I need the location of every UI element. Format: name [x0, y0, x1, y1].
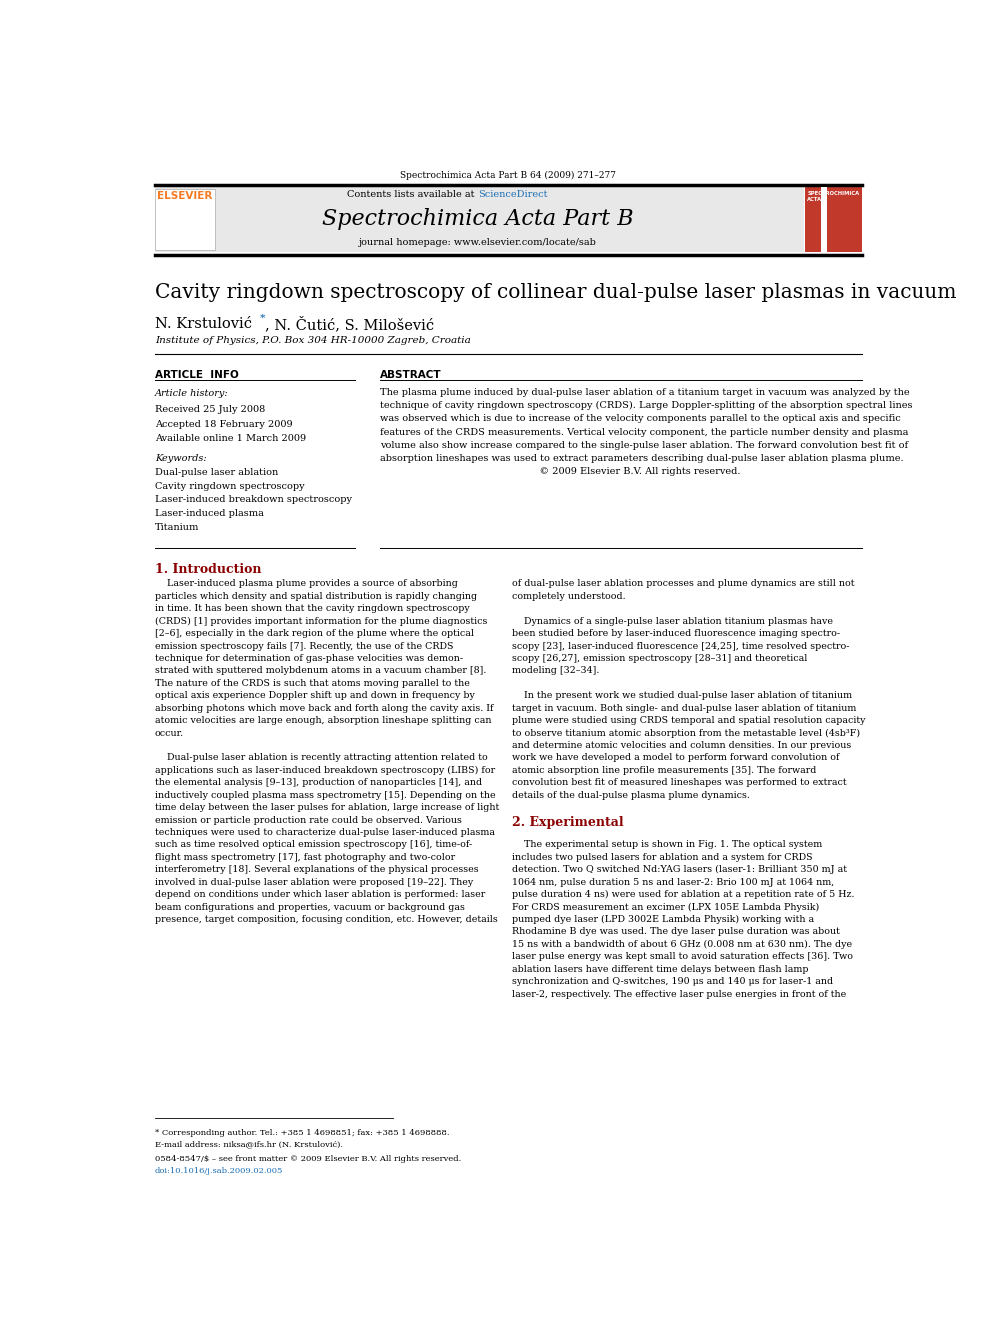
Text: optical axis experience Doppler shift up and down in frequency by: optical axis experience Doppler shift up…: [155, 692, 474, 700]
Text: scopy [23], laser-induced fluorescence [24,25], time resolved spectro-: scopy [23], laser-induced fluorescence […: [512, 642, 850, 651]
Text: technique of cavity ringdown spectroscopy (CRDS). Large Doppler-splitting of the: technique of cavity ringdown spectroscop…: [380, 401, 913, 410]
Text: Cavity ringdown spectroscopy: Cavity ringdown spectroscopy: [155, 482, 305, 491]
Text: flight mass spectrometry [17], fast photography and two-color: flight mass spectrometry [17], fast phot…: [155, 853, 455, 861]
Text: Received 25 July 2008: Received 25 July 2008: [155, 405, 265, 414]
Text: synchronization and Q-switches, 190 μs and 140 μs for laser-1 and: synchronization and Q-switches, 190 μs a…: [512, 978, 833, 986]
Bar: [155, 189, 214, 250]
Text: Article history:: Article history:: [155, 389, 228, 398]
Text: ScienceDirect: ScienceDirect: [478, 191, 548, 200]
Bar: [155, 188, 805, 253]
Text: beam configurations and properties, vacuum or background gas: beam configurations and properties, vacu…: [155, 902, 464, 912]
Text: and determine atomic velocities and column densities. In our previous: and determine atomic velocities and colu…: [512, 741, 851, 750]
Text: The plasma plume induced by dual-pulse laser ablation of a titanium target in va: The plasma plume induced by dual-pulse l…: [380, 388, 910, 397]
Text: laser-2, respectively. The effective laser pulse energies in front of the: laser-2, respectively. The effective las…: [512, 990, 846, 999]
Text: © 2009 Elsevier B.V. All rights reserved.: © 2009 Elsevier B.V. All rights reserved…: [380, 467, 740, 476]
Text: Spectrochimica Acta Part B: Spectrochimica Acta Part B: [321, 208, 634, 230]
Text: the elemental analysis [9–13], production of nanoparticles [14], and: the elemental analysis [9–13], productio…: [155, 778, 482, 787]
Text: Laser-induced plasma plume provides a source of absorbing: Laser-induced plasma plume provides a so…: [155, 579, 457, 589]
Text: inductively coupled plasma mass spectrometry [15]. Depending on the: inductively coupled plasma mass spectrom…: [155, 791, 495, 800]
Text: completely understood.: completely understood.: [512, 591, 626, 601]
Text: 15 ns with a bandwidth of about 6 GHz (0.008 nm at 630 nm). The dye: 15 ns with a bandwidth of about 6 GHz (0…: [512, 939, 852, 949]
Text: such as time resolved optical emission spectroscopy [16], time-of-: such as time resolved optical emission s…: [155, 840, 472, 849]
Text: in time. It has been shown that the cavity ringdown spectroscopy: in time. It has been shown that the cavi…: [155, 605, 469, 614]
Text: plume were studied using CRDS temporal and spatial resolution capacity: plume were studied using CRDS temporal a…: [512, 716, 866, 725]
Text: 1. Introduction: 1. Introduction: [155, 564, 261, 577]
Text: atomic absorption line profile measurements [35]. The forward: atomic absorption line profile measureme…: [512, 766, 816, 775]
Text: *: *: [259, 314, 265, 323]
Text: Rhodamine B dye was used. The dye laser pulse duration was about: Rhodamine B dye was used. The dye laser …: [512, 927, 840, 937]
Text: scopy [26,27], emission spectroscopy [28–31] and theoretical: scopy [26,27], emission spectroscopy [28…: [512, 654, 807, 663]
Text: occur.: occur.: [155, 729, 184, 738]
Text: Dual-pulse laser ablation: Dual-pulse laser ablation: [155, 468, 278, 476]
Text: been studied before by laser-induced fluorescence imaging spectro-: been studied before by laser-induced flu…: [512, 630, 840, 638]
Text: work we have developed a model to perform forward convolution of: work we have developed a model to perfor…: [512, 754, 840, 762]
Text: ABSTRACT: ABSTRACT: [380, 369, 441, 380]
Text: details of the dual-pulse plasma plume dynamics.: details of the dual-pulse plasma plume d…: [512, 791, 750, 800]
Text: of dual-pulse laser ablation processes and plume dynamics are still not: of dual-pulse laser ablation processes a…: [512, 579, 855, 589]
Text: depend on conditions under which laser ablation is performed: laser: depend on conditions under which laser a…: [155, 890, 485, 900]
Text: 0584-8547/$ – see front matter © 2009 Elsevier B.V. All rights reserved.: 0584-8547/$ – see front matter © 2009 El…: [155, 1155, 461, 1163]
Text: Laser-induced breakdown spectroscopy: Laser-induced breakdown spectroscopy: [155, 495, 352, 504]
Text: emission spectroscopy fails [7]. Recently, the use of the CRDS: emission spectroscopy fails [7]. Recentl…: [155, 642, 453, 651]
Text: absorption lineshapes was used to extract parameters describing dual-pulse laser: absorption lineshapes was used to extrac…: [380, 454, 904, 463]
Text: In the present work we studied dual-pulse laser ablation of titanium: In the present work we studied dual-puls…: [512, 692, 852, 700]
Text: convolution best fit of measured lineshapes was performed to extract: convolution best fit of measured linesha…: [512, 778, 847, 787]
Text: presence, target composition, focusing condition, etc. However, details: presence, target composition, focusing c…: [155, 916, 498, 923]
Text: E-mail address: niksa@ifs.hr (N. Krstulović).: E-mail address: niksa@ifs.hr (N. Krstulo…: [155, 1140, 343, 1148]
Text: emission or particle production rate could be observed. Various: emission or particle production rate cou…: [155, 815, 461, 824]
Text: Available online 1 March 2009: Available online 1 March 2009: [155, 434, 306, 443]
Text: to observe titanium atomic absorption from the metastable level (4sb³F): to observe titanium atomic absorption fr…: [512, 729, 860, 738]
Text: [2–6], especially in the dark region of the plume where the optical: [2–6], especially in the dark region of …: [155, 630, 474, 638]
Text: time delay between the laser pulses for ablation, large increase of light: time delay between the laser pulses for …: [155, 803, 499, 812]
Text: technique for determination of gas-phase velocities was demon-: technique for determination of gas-phase…: [155, 654, 463, 663]
Text: N. Krstulović: N. Krstulović: [155, 316, 256, 331]
Text: ablation lasers have different time delays between flash lamp: ablation lasers have different time dela…: [512, 964, 808, 974]
Text: doi:10.1016/j.sab.2009.02.005: doi:10.1016/j.sab.2009.02.005: [155, 1167, 283, 1175]
Text: Spectrochimica Acta Part B 64 (2009) 271–277: Spectrochimica Acta Part B 64 (2009) 271…: [401, 171, 616, 180]
Text: 1064 nm, pulse duration 5 ns and laser-2: Brio 100 mJ at 1064 nm,: 1064 nm, pulse duration 5 ns and laser-2…: [512, 877, 834, 886]
Text: Keywords:: Keywords:: [155, 454, 206, 463]
Text: applications such as laser-induced breakdown spectroscopy (LIBS) for: applications such as laser-induced break…: [155, 766, 495, 775]
Text: The nature of the CRDS is such that atoms moving parallel to the: The nature of the CRDS is such that atom…: [155, 679, 469, 688]
Text: Dynamics of a single-pulse laser ablation titanium plasmas have: Dynamics of a single-pulse laser ablatio…: [512, 617, 833, 626]
Text: For CRDS measurement an excimer (LPX 105E Lambda Physik): For CRDS measurement an excimer (LPX 105…: [512, 902, 819, 912]
Text: was observed which is due to increase of the velocity components parallel to the: was observed which is due to increase of…: [380, 414, 901, 423]
Text: The experimental setup is shown in Fig. 1. The optical system: The experimental setup is shown in Fig. …: [512, 840, 822, 849]
Text: detection. Two Q switched Nd:YAG lasers (laser-1: Brilliant 350 mJ at: detection. Two Q switched Nd:YAG lasers …: [512, 865, 847, 875]
Text: journal homepage: www.elsevier.com/locate/sab: journal homepage: www.elsevier.com/locat…: [359, 238, 596, 247]
Text: Titanium: Titanium: [155, 523, 199, 532]
Text: 2. Experimental: 2. Experimental: [512, 815, 624, 828]
Text: laser pulse energy was kept small to avoid saturation effects [36]. Two: laser pulse energy was kept small to avo…: [512, 953, 853, 962]
Text: Dual-pulse laser ablation is recently attracting attention related to: Dual-pulse laser ablation is recently at…: [155, 754, 487, 762]
Text: Contents lists available at: Contents lists available at: [347, 191, 478, 200]
Text: features of the CRDS measurements. Vertical velocity component, the particle num: features of the CRDS measurements. Verti…: [380, 427, 909, 437]
Text: pulse duration 4 ns) were used for ablation at a repetition rate of 5 Hz.: pulse duration 4 ns) were used for ablat…: [512, 890, 855, 900]
Text: SPECTROCHIMICA
ACTA: SPECTROCHIMICA ACTA: [807, 192, 860, 202]
Text: modeling [32–34].: modeling [32–34].: [512, 667, 599, 676]
Bar: [806, 188, 862, 253]
Text: pumped dye laser (LPD 3002E Lambda Physik) working with a: pumped dye laser (LPD 3002E Lambda Physi…: [512, 916, 814, 925]
Text: , N. Čutić, S. Milošević: , N. Čutić, S. Milošević: [266, 316, 434, 332]
Text: techniques were used to characterize dual-pulse laser-induced plasma: techniques were used to characterize dua…: [155, 828, 495, 837]
Text: particles which density and spatial distribution is rapidly changing: particles which density and spatial dist…: [155, 591, 477, 601]
Text: volume also show increase compared to the single-pulse laser ablation. The forwa: volume also show increase compared to th…: [380, 441, 908, 450]
Text: includes two pulsed lasers for ablation and a system for CRDS: includes two pulsed lasers for ablation …: [512, 853, 812, 861]
Text: Laser-induced plasma: Laser-induced plasma: [155, 509, 264, 519]
Text: interferometry [18]. Several explanations of the physical processes: interferometry [18]. Several explanation…: [155, 865, 478, 875]
Text: absorbing photons which move back and forth along the cavity axis. If: absorbing photons which move back and fo…: [155, 704, 493, 713]
Text: strated with sputtered molybdenum atoms in a vacuum chamber [8].: strated with sputtered molybdenum atoms …: [155, 667, 486, 676]
Text: (CRDS) [1] provides important information for the plume diagnostics: (CRDS) [1] provides important informatio…: [155, 617, 487, 626]
Text: Cavity ringdown spectroscopy of collinear dual-pulse laser plasmas in vacuum: Cavity ringdown spectroscopy of collinea…: [155, 283, 956, 302]
Text: atomic velocities are large enough, absorption lineshape splitting can: atomic velocities are large enough, abso…: [155, 716, 491, 725]
Text: ARTICLE  INFO: ARTICLE INFO: [155, 369, 238, 380]
Text: * Corresponding author. Tel.: +385 1 4698851; fax: +385 1 4698888.: * Corresponding author. Tel.: +385 1 469…: [155, 1129, 449, 1136]
Text: Accepted 18 February 2009: Accepted 18 February 2009: [155, 419, 293, 429]
Text: target in vacuum. Both single- and dual-pulse laser ablation of titanium: target in vacuum. Both single- and dual-…: [512, 704, 857, 713]
Text: ELSEVIER: ELSEVIER: [157, 192, 212, 201]
Bar: [821, 188, 826, 253]
Text: involved in dual-pulse laser ablation were proposed [19–22]. They: involved in dual-pulse laser ablation we…: [155, 877, 473, 886]
Text: Institute of Physics, P.O. Box 304 HR-10000 Zagreb, Croatia: Institute of Physics, P.O. Box 304 HR-10…: [155, 336, 470, 345]
